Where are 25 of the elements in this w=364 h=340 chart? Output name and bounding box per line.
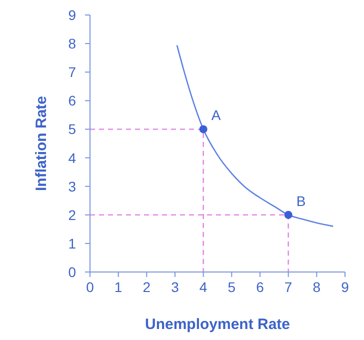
x-tick-label: 0 xyxy=(86,279,94,295)
x-tick-label: 9 xyxy=(341,279,350,295)
y-tick-label: 3 xyxy=(68,178,76,194)
y-tick-label: 0 xyxy=(68,264,76,280)
x-axis-title: Unemployment Rate xyxy=(144,316,290,333)
y-tick-label: 5 xyxy=(68,121,76,138)
x-tick-label: 5 xyxy=(228,279,236,295)
y-tick-label: 7 xyxy=(68,64,76,80)
x-tick-label: 2 xyxy=(142,279,151,295)
x-tick-label: 1 xyxy=(114,279,122,295)
y-tick-label: 9 xyxy=(68,7,76,23)
x-tick-label: 4 xyxy=(199,279,208,295)
x-tick-label: 3 xyxy=(171,279,180,295)
x-tick-label: 6 xyxy=(256,279,264,295)
y-tick-label: 2 xyxy=(68,206,76,223)
y-axis-title: Inflation Rate xyxy=(33,96,50,192)
annotation: A xyxy=(211,107,222,124)
y-tick-label: 4 xyxy=(68,150,76,166)
line-series xyxy=(176,44,334,227)
x-tick-label: 7 xyxy=(284,279,292,295)
y-tick-label: 8 xyxy=(68,36,76,52)
x-tick-label: 8 xyxy=(312,279,321,295)
y-tick-label: 6 xyxy=(68,92,76,109)
y-tick-label: 1 xyxy=(68,235,76,252)
annotation: B xyxy=(296,192,306,209)
